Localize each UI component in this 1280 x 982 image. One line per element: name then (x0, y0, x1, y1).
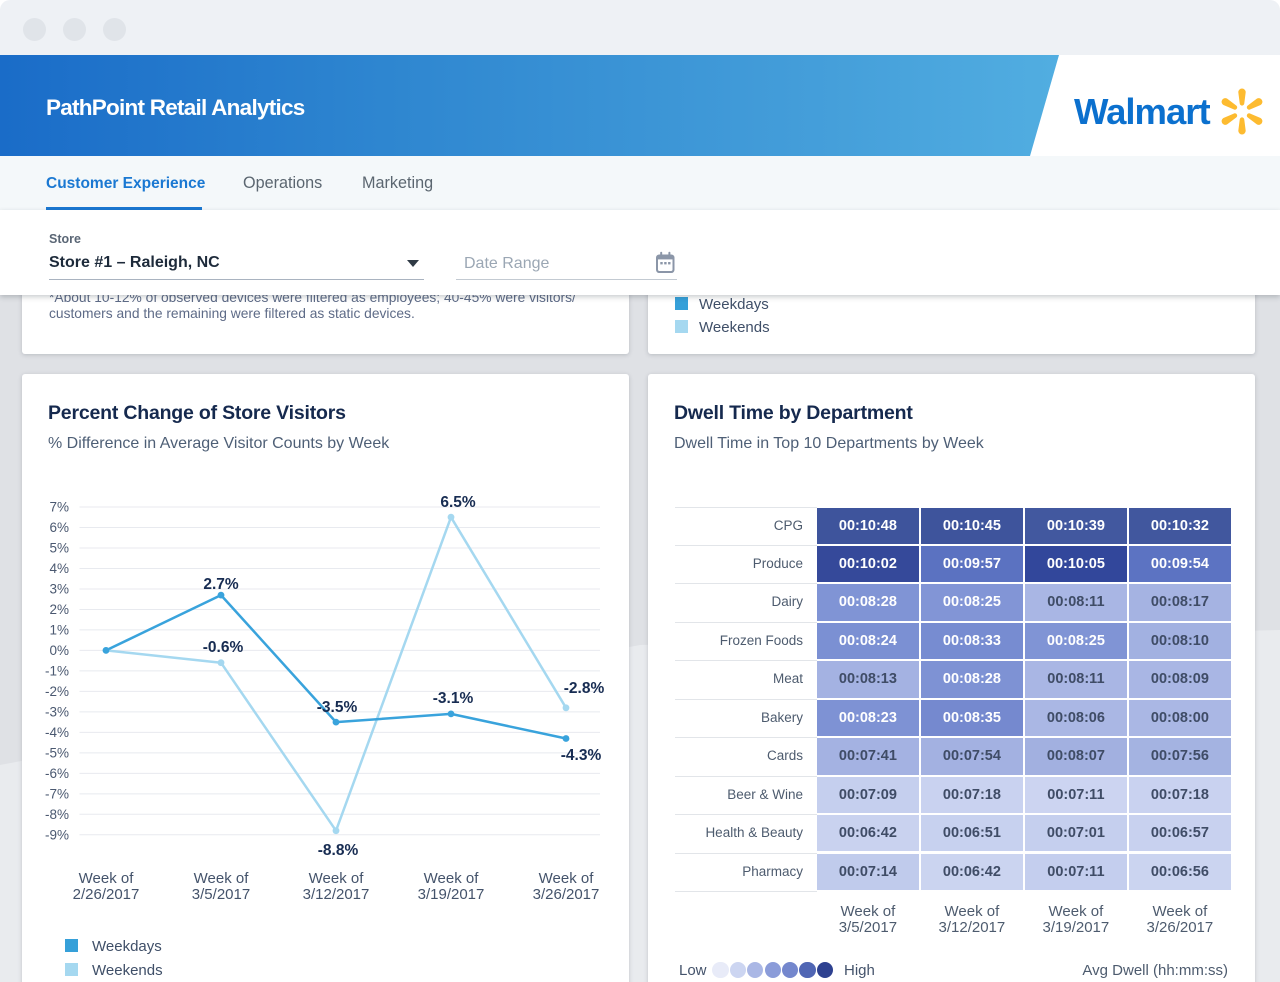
svg-text:3/26/2017: 3/26/2017 (533, 886, 600, 903)
svg-text:6.5%: 6.5% (440, 494, 476, 511)
svg-text:0%: 0% (49, 643, 69, 658)
svg-text:3/19/2017: 3/19/2017 (418, 886, 485, 903)
svg-text:7%: 7% (49, 500, 69, 515)
svg-text:-3.1%: -3.1% (433, 690, 474, 707)
svg-text:4%: 4% (49, 561, 69, 576)
svg-text:Week of: Week of (194, 870, 250, 887)
svg-text:5%: 5% (49, 541, 69, 556)
svg-text:3/12/2017: 3/12/2017 (303, 886, 370, 903)
svg-text:Week of: Week of (424, 870, 480, 887)
svg-text:-1%: -1% (45, 663, 69, 678)
svg-text:1%: 1% (49, 622, 69, 637)
svg-text:Week of: Week of (79, 870, 135, 887)
svg-text:-8.8%: -8.8% (318, 842, 359, 859)
svg-text:-3.5%: -3.5% (317, 699, 358, 716)
svg-text:2.7%: 2.7% (203, 576, 239, 593)
svg-text:-2%: -2% (45, 684, 69, 699)
svg-text:2/26/2017: 2/26/2017 (73, 886, 140, 903)
svg-text:-4%: -4% (45, 725, 69, 740)
svg-text:-3%: -3% (45, 704, 69, 719)
svg-text:Walmart: Walmart (1074, 91, 1210, 132)
svg-text:-2.8%: -2.8% (564, 680, 605, 697)
svg-text:Week of: Week of (539, 870, 595, 887)
svg-text:Week of: Week of (309, 870, 365, 887)
svg-text:-9%: -9% (45, 827, 69, 842)
svg-text:-6%: -6% (45, 766, 69, 781)
svg-text:3/5/2017: 3/5/2017 (192, 886, 250, 903)
svg-text:3%: 3% (49, 582, 69, 597)
svg-text:2%: 2% (49, 602, 69, 617)
svg-text:6%: 6% (49, 520, 69, 535)
svg-text:-8%: -8% (45, 807, 69, 822)
svg-text:-4.3%: -4.3% (561, 747, 602, 764)
svg-text:-0.6%: -0.6% (203, 639, 244, 656)
svg-text:-7%: -7% (45, 786, 69, 801)
svg-text:-5%: -5% (45, 745, 69, 760)
